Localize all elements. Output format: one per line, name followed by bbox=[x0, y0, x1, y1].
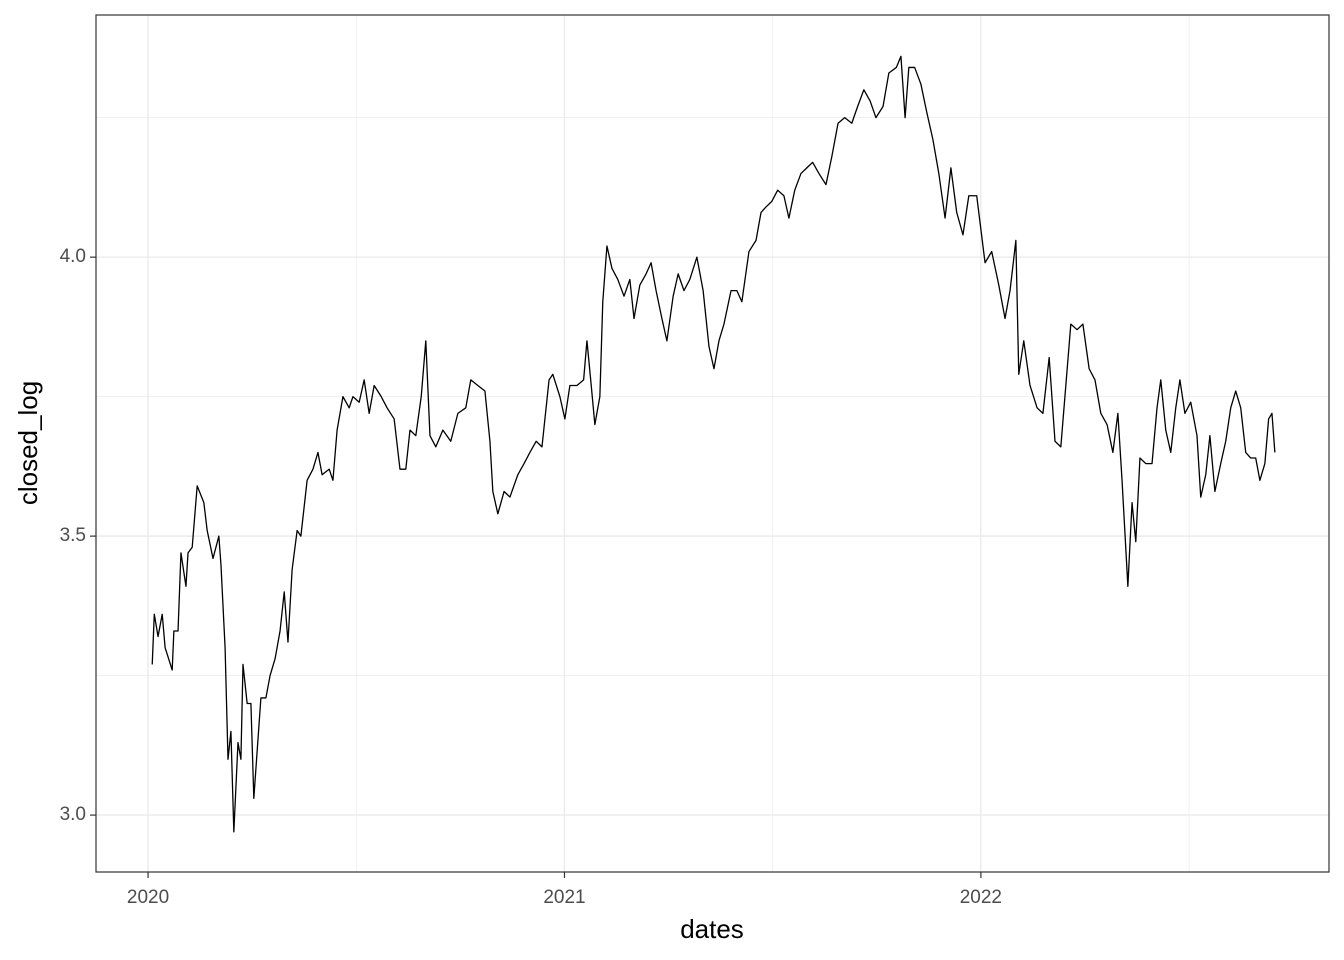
x-axis-title: dates bbox=[680, 914, 744, 944]
y-tick-label: 3.0 bbox=[60, 804, 86, 825]
y-axis-title: closed_log bbox=[13, 381, 43, 505]
x-tick-label: 2021 bbox=[543, 887, 585, 908]
y-tick-label: 3.5 bbox=[60, 525, 86, 546]
plot-panel bbox=[96, 15, 1329, 872]
marks bbox=[151, 55, 1276, 833]
x-tick-label: 2020 bbox=[127, 887, 169, 908]
y-tick-label: 4.0 bbox=[60, 246, 86, 267]
line-series bbox=[151, 55, 1276, 833]
plot-border bbox=[95, 14, 1330, 873]
x-tick-label: 2022 bbox=[960, 887, 1002, 908]
